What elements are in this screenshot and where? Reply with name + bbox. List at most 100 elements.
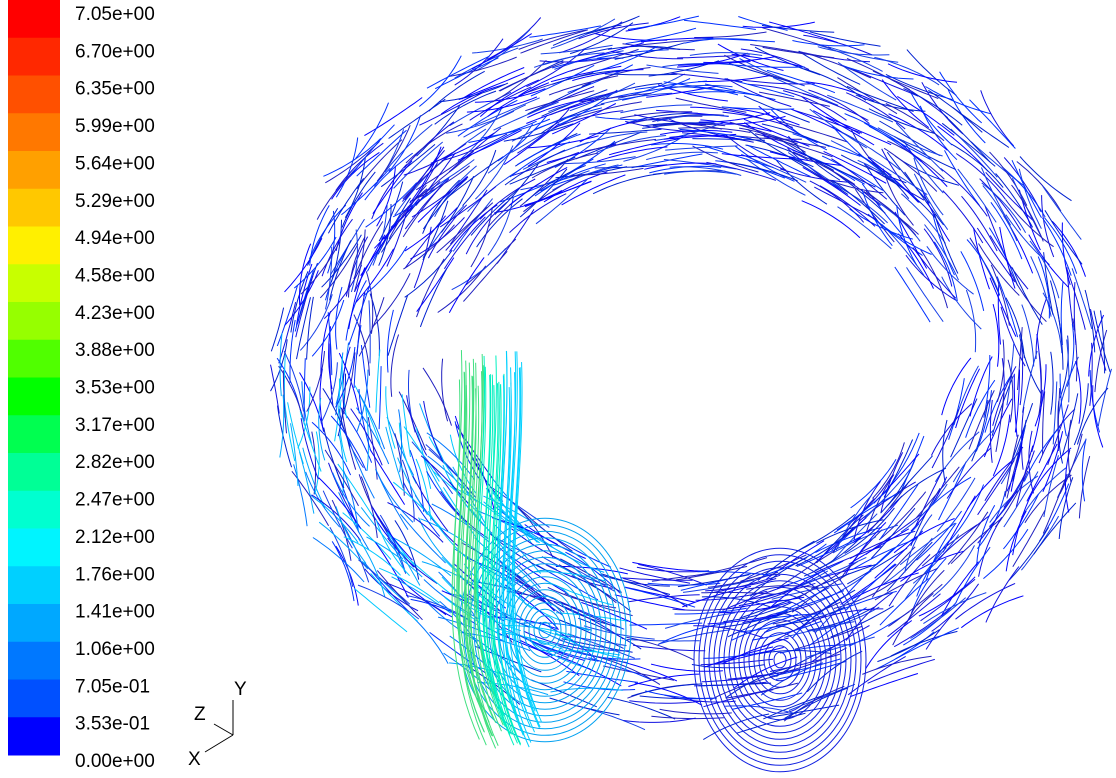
triad-y-label: Y (234, 679, 247, 700)
color-band (8, 264, 60, 302)
streamline (379, 366, 381, 429)
streamline (472, 39, 543, 53)
streamline (407, 612, 448, 664)
streamline (497, 209, 534, 263)
viewport: 7.05e+006.70e+006.35e+005.99e+005.64e+00… (0, 0, 1116, 778)
streamline (750, 557, 807, 596)
streamline (1012, 160, 1042, 218)
streamline (927, 246, 974, 294)
streamline (651, 664, 723, 671)
vortex-line (774, 652, 786, 668)
colorbar-label: 7.05e+00 (75, 4, 155, 25)
color-band (8, 189, 60, 227)
streamline (323, 491, 352, 549)
streamline (941, 168, 988, 216)
streamline (665, 146, 737, 150)
color-band (8, 151, 60, 189)
streamline (510, 194, 567, 233)
streamline (692, 139, 765, 141)
streamline (981, 90, 1014, 146)
streamline (389, 115, 421, 171)
color-band (8, 529, 60, 567)
streamline (463, 251, 507, 301)
streamline (364, 98, 422, 136)
vortex-line (694, 548, 866, 772)
colorbar-label: 1.06e+00 (75, 639, 155, 660)
streamline (888, 456, 933, 506)
streamline (459, 73, 525, 100)
streamline (377, 125, 410, 181)
color-band (8, 76, 60, 114)
color-band (8, 113, 60, 151)
streamline (371, 573, 418, 621)
streamline (961, 596, 1023, 628)
streamline (966, 290, 975, 352)
streamline (891, 79, 948, 118)
color-band (8, 566, 60, 604)
streamline (629, 701, 701, 703)
colorbar-label: 1.41e+00 (75, 602, 155, 623)
streamline (896, 628, 959, 659)
streamline (576, 132, 642, 159)
streamline (437, 207, 487, 253)
streamline (290, 320, 295, 383)
streamline (455, 39, 503, 85)
streamline (993, 304, 999, 367)
colorbar-label: 5.99e+00 (75, 116, 155, 137)
streamline (647, 65, 719, 73)
colorbar-label: 7.05e-01 (75, 676, 150, 697)
colorbar-label: 3.17e+00 (75, 415, 155, 436)
streamline (1036, 297, 1047, 359)
colorbar-label: 1.76e+00 (75, 564, 155, 585)
streamline (951, 399, 977, 458)
streamline (923, 593, 986, 624)
streamline (627, 684, 697, 698)
streamline (632, 562, 704, 571)
streamline (978, 490, 1018, 543)
streamline (386, 386, 395, 448)
streamline (449, 257, 484, 312)
streamline (942, 562, 979, 616)
streamline (895, 156, 959, 185)
streamline (1038, 257, 1049, 319)
streamline (686, 92, 758, 96)
streamline (951, 144, 1003, 188)
streamline (341, 168, 390, 215)
streamline (630, 623, 703, 625)
streamline (363, 246, 407, 296)
streamline (983, 529, 1028, 578)
streamline (435, 91, 496, 124)
streamline (916, 467, 959, 518)
streamline (1093, 385, 1103, 447)
streamline (280, 395, 284, 458)
streamline (1043, 391, 1045, 454)
color-band (8, 227, 60, 265)
streamline (848, 656, 906, 694)
streamline (1039, 409, 1075, 463)
streamline (361, 477, 377, 538)
triad-z (214, 724, 233, 735)
streamline (934, 242, 957, 301)
streamline (805, 53, 872, 78)
streamline (1089, 315, 1104, 376)
streamline (703, 57, 775, 63)
streamline (746, 159, 805, 196)
streamline (977, 228, 1015, 282)
streamline (358, 538, 385, 596)
streamline (730, 108, 800, 125)
streamline (354, 325, 361, 388)
streamline (659, 630, 730, 644)
colorbar-label: 6.35e+00 (75, 79, 155, 100)
colorbar-label: 5.29e+00 (75, 191, 155, 212)
colorbar-label: 3.53e-01 (75, 714, 150, 735)
color-band (8, 38, 60, 76)
streamline (1082, 439, 1086, 502)
streamline (1029, 431, 1034, 494)
streamline (578, 706, 645, 730)
color-band (8, 340, 60, 378)
streamline (1053, 382, 1057, 445)
streamline (932, 409, 959, 468)
streamline (307, 297, 314, 360)
streamline (701, 659, 773, 665)
streamline (284, 351, 303, 412)
